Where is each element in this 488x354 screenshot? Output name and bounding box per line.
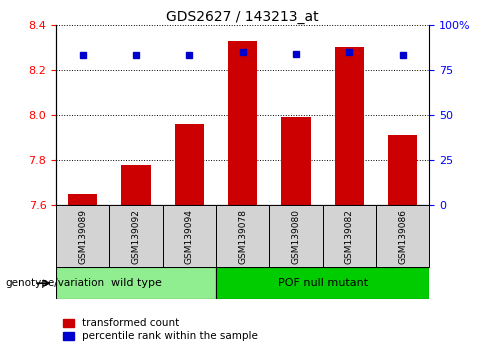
Text: GSM139078: GSM139078 bbox=[238, 209, 247, 264]
Bar bbox=[228, 41, 258, 205]
Text: genotype/variation: genotype/variation bbox=[5, 278, 104, 288]
Bar bbox=[68, 194, 98, 205]
Text: wild type: wild type bbox=[111, 278, 162, 288]
Bar bbox=[216, 267, 429, 299]
Bar bbox=[56, 267, 216, 299]
Bar bbox=[376, 205, 429, 267]
Bar bbox=[56, 205, 109, 267]
Bar bbox=[269, 205, 323, 267]
Bar bbox=[323, 205, 376, 267]
Bar bbox=[216, 205, 269, 267]
Bar bbox=[335, 47, 364, 205]
Bar bbox=[163, 205, 216, 267]
Text: GSM139094: GSM139094 bbox=[185, 209, 194, 264]
Text: GSM139086: GSM139086 bbox=[398, 209, 407, 264]
Text: GSM139080: GSM139080 bbox=[292, 209, 301, 264]
Bar bbox=[109, 205, 163, 267]
Text: GSM139089: GSM139089 bbox=[78, 209, 87, 264]
Bar bbox=[282, 117, 311, 205]
Legend: transformed count, percentile rank within the sample: transformed count, percentile rank withi… bbox=[61, 316, 260, 343]
Bar bbox=[175, 124, 204, 205]
Text: GSM139082: GSM139082 bbox=[345, 209, 354, 264]
Text: POF null mutant: POF null mutant bbox=[278, 278, 368, 288]
Title: GDS2627 / 143213_at: GDS2627 / 143213_at bbox=[166, 10, 319, 24]
Bar bbox=[122, 165, 151, 205]
Bar bbox=[388, 135, 417, 205]
Text: GSM139092: GSM139092 bbox=[132, 209, 141, 264]
